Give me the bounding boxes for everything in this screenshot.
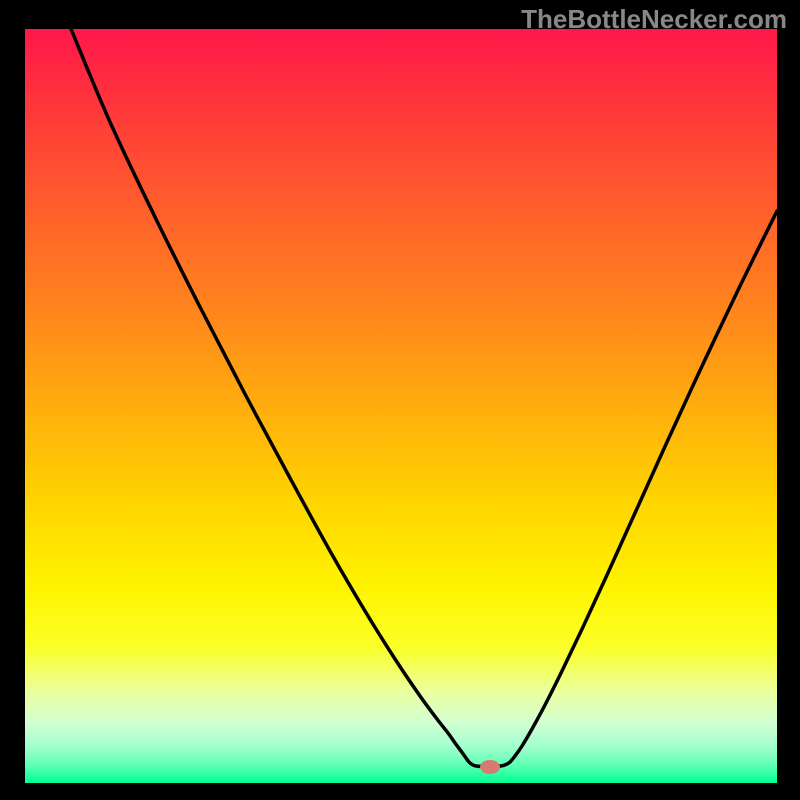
bottleneck-marker: [480, 760, 500, 774]
plot-area: [25, 29, 777, 783]
watermark-text: TheBottleNecker.com: [521, 4, 787, 35]
chart-container: TheBottleNecker.com: [0, 0, 800, 800]
plot-svg: [25, 29, 777, 783]
